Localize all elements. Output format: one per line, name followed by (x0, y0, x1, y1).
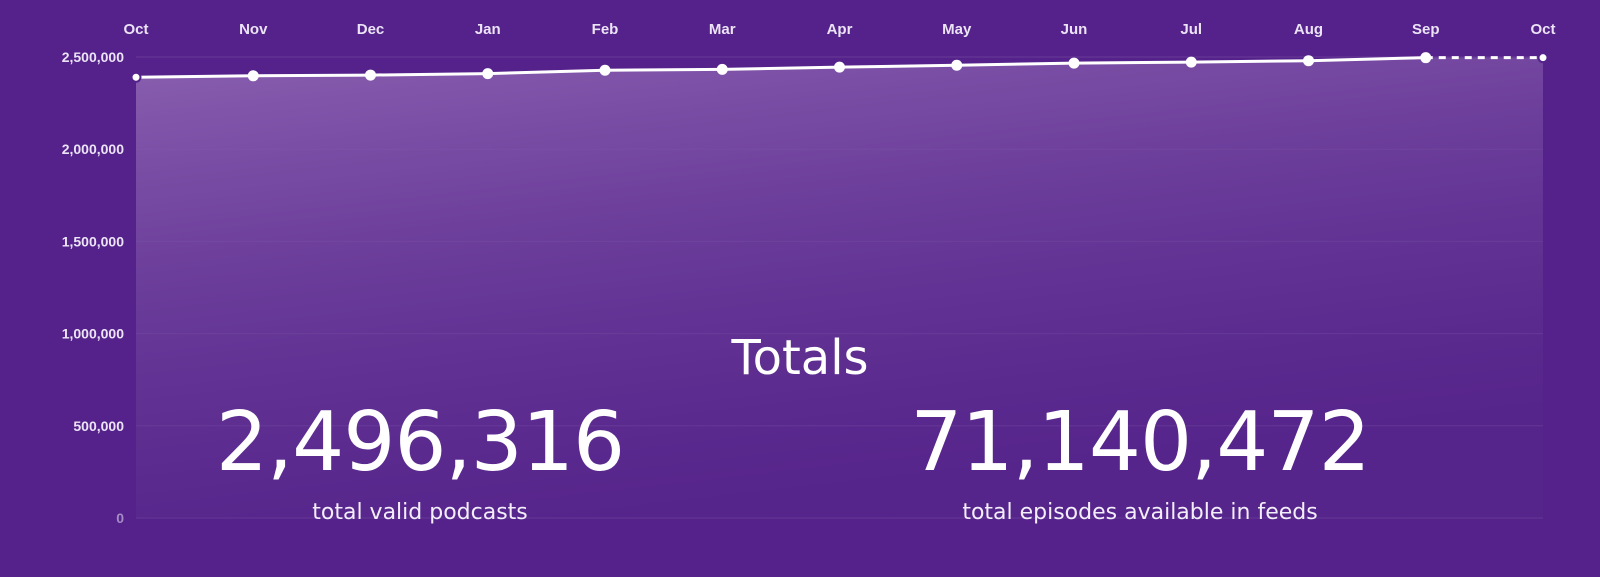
data-point[interactable] (247, 70, 259, 82)
x-tick-label: Jan (475, 21, 501, 38)
data-point[interactable] (1420, 52, 1432, 64)
x-axis-ticks: Oct Nov Dec Jan Feb Mar Apr May Jun Jul Aug Sep Oct (123, 21, 1555, 38)
data-points (130, 52, 1549, 83)
x-tick-label: Oct (1530, 21, 1555, 38)
x-tick-label: Aug (1294, 21, 1323, 38)
data-point[interactable] (1303, 55, 1314, 67)
data-point[interactable] (365, 69, 376, 81)
x-tick-label: Nov (239, 21, 268, 38)
x-tick-label: Oct (123, 21, 148, 38)
podcasts-label: total valid podcasts (312, 500, 528, 525)
x-tick-label: Jul (1180, 21, 1202, 38)
data-point[interactable] (951, 59, 963, 71)
x-tick-label: Apr (827, 21, 853, 38)
series-line (135, 56, 1543, 79)
podcasts-stat: 2,496,316 total valid podcasts (110, 395, 730, 526)
y-tick-label: 2,500,000 (62, 49, 124, 65)
area-fill (136, 57, 1543, 519)
episodes-label: total episodes available in feeds (962, 500, 1318, 525)
y-tick-label: 2,000,000 (62, 141, 124, 157)
data-point[interactable] (130, 71, 142, 83)
data-point[interactable] (1185, 56, 1197, 68)
x-tick-label: May (942, 21, 972, 38)
series-line-actual (135, 56, 1426, 79)
x-tick-label: Mar (709, 21, 736, 38)
episodes-count: 71,140,472 (910, 395, 1371, 490)
episodes-stat: 71,140,472 total episodes available in f… (830, 395, 1450, 526)
area-path (136, 57, 1543, 519)
y-tick-label: 1,500,000 (62, 233, 124, 249)
y-tick-label: 1,000,000 (62, 326, 124, 342)
y-axis-ticks: 2,500,000 2,000,000 1,500,000 1,000,000 500,… (62, 49, 125, 526)
data-point[interactable] (716, 63, 728, 75)
y-tick-label: 500,000 (73, 418, 124, 434)
y-tick-label: 0 (116, 510, 124, 526)
x-tick-label: Feb (592, 21, 619, 38)
totals-title: Totals (731, 330, 869, 386)
x-tick-label: Dec (357, 21, 385, 38)
data-point[interactable] (834, 61, 845, 73)
x-tick-label: Jun (1061, 21, 1088, 38)
podcasts-count: 2,496,316 (215, 395, 625, 490)
data-point[interactable] (599, 64, 611, 76)
data-point[interactable] (482, 68, 494, 80)
x-tick-label: Sep (1412, 21, 1440, 38)
data-point[interactable] (1537, 52, 1549, 64)
data-point[interactable] (1068, 57, 1080, 69)
